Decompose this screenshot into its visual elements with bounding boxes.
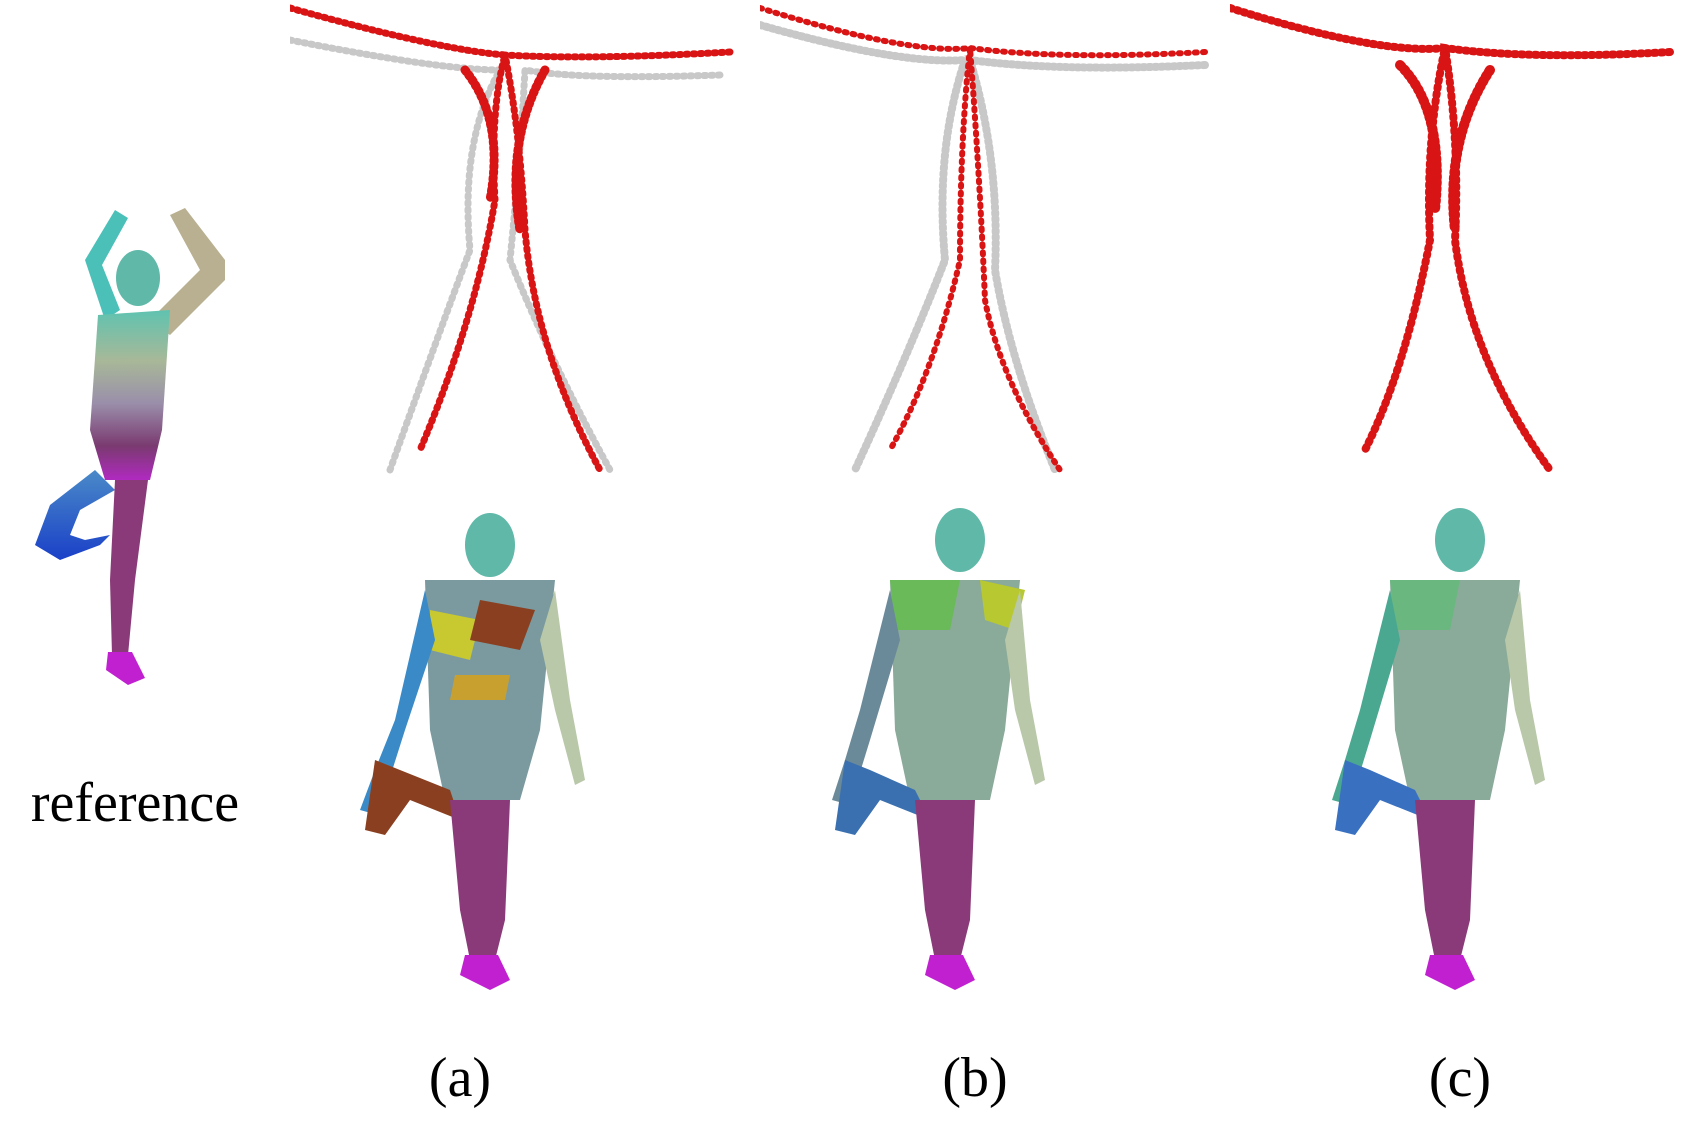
reference-head (116, 250, 160, 306)
column-caption-c: (c) (1428, 1047, 1492, 1109)
reference-bent-leg (35, 470, 115, 560)
body-b-right-arm (1005, 590, 1045, 785)
reference-foot (106, 652, 145, 685)
pointcloud-a-red-center (460, 65, 550, 235)
body-render-b (832, 508, 1045, 990)
body-a-head (465, 513, 515, 577)
body-b-standing-leg (915, 800, 975, 960)
reference-panel (10, 200, 260, 760)
pointcloud-b-red-right (966, 44, 1208, 473)
pointcloud-b-gray-left (760, 21, 971, 474)
body-a-bent-leg (365, 760, 460, 835)
body-panel-c (1310, 500, 1630, 1035)
body-render-c (1332, 508, 1545, 990)
body-c-left-arm (1332, 590, 1400, 805)
reference-caption: reference (30, 772, 240, 834)
pointcloud-a-gray-right (506, 65, 724, 474)
body-c-bent-leg (1335, 760, 1430, 835)
body-panel-a (330, 500, 650, 1035)
pointcloud-panel-b (760, 0, 1210, 475)
body-c-head (1435, 508, 1485, 572)
column-caption-a: (a) (428, 1047, 492, 1109)
body-b-patch-green (890, 580, 960, 630)
body-a-patch-yellow (430, 610, 480, 660)
pointcloud-c-red-right (1440, 43, 1674, 474)
body-b-head (935, 508, 985, 572)
pointcloud-b-gray-right (964, 55, 1209, 474)
pointcloud-b-red-left (760, 5, 974, 453)
pointcloud-panel-a (290, 0, 740, 475)
body-a-patch-brown (470, 600, 535, 650)
reference-torso (90, 310, 170, 480)
reference-left-arm (85, 210, 128, 320)
body-render-a (360, 513, 585, 990)
reference-right-arm (150, 208, 225, 335)
body-c-right-arm (1505, 590, 1545, 785)
column-caption-b: (b) (942, 1047, 1008, 1109)
reference-standing-leg (110, 480, 148, 655)
body-panel-b (810, 500, 1130, 1035)
pointcloud-a-gray-left (290, 36, 507, 474)
body-c-foot (1425, 955, 1475, 990)
reference-body-render (35, 208, 225, 685)
body-a-standing-leg (450, 800, 510, 960)
body-a-foot (460, 955, 510, 990)
pointcloud-a (290, 4, 734, 474)
pointcloud-c-red-center (1395, 60, 1495, 235)
body-b-left-arm (832, 590, 900, 805)
body-b-torso (890, 580, 1020, 800)
pointcloud-a-red-right (500, 48, 734, 474)
body-c-torso (1390, 580, 1520, 800)
body-a-patch-orange (450, 675, 510, 700)
pointcloud-b (760, 5, 1209, 474)
body-a-right-arm (540, 590, 585, 785)
body-c-standing-leg (1415, 800, 1475, 960)
body-a-left-arm (360, 590, 435, 815)
body-b-bent-leg (835, 760, 930, 835)
body-c-patch-green (1390, 580, 1460, 630)
body-b-foot (925, 955, 975, 990)
pointcloud-panel-c (1230, 0, 1680, 475)
pointcloud-c (1230, 4, 1674, 474)
